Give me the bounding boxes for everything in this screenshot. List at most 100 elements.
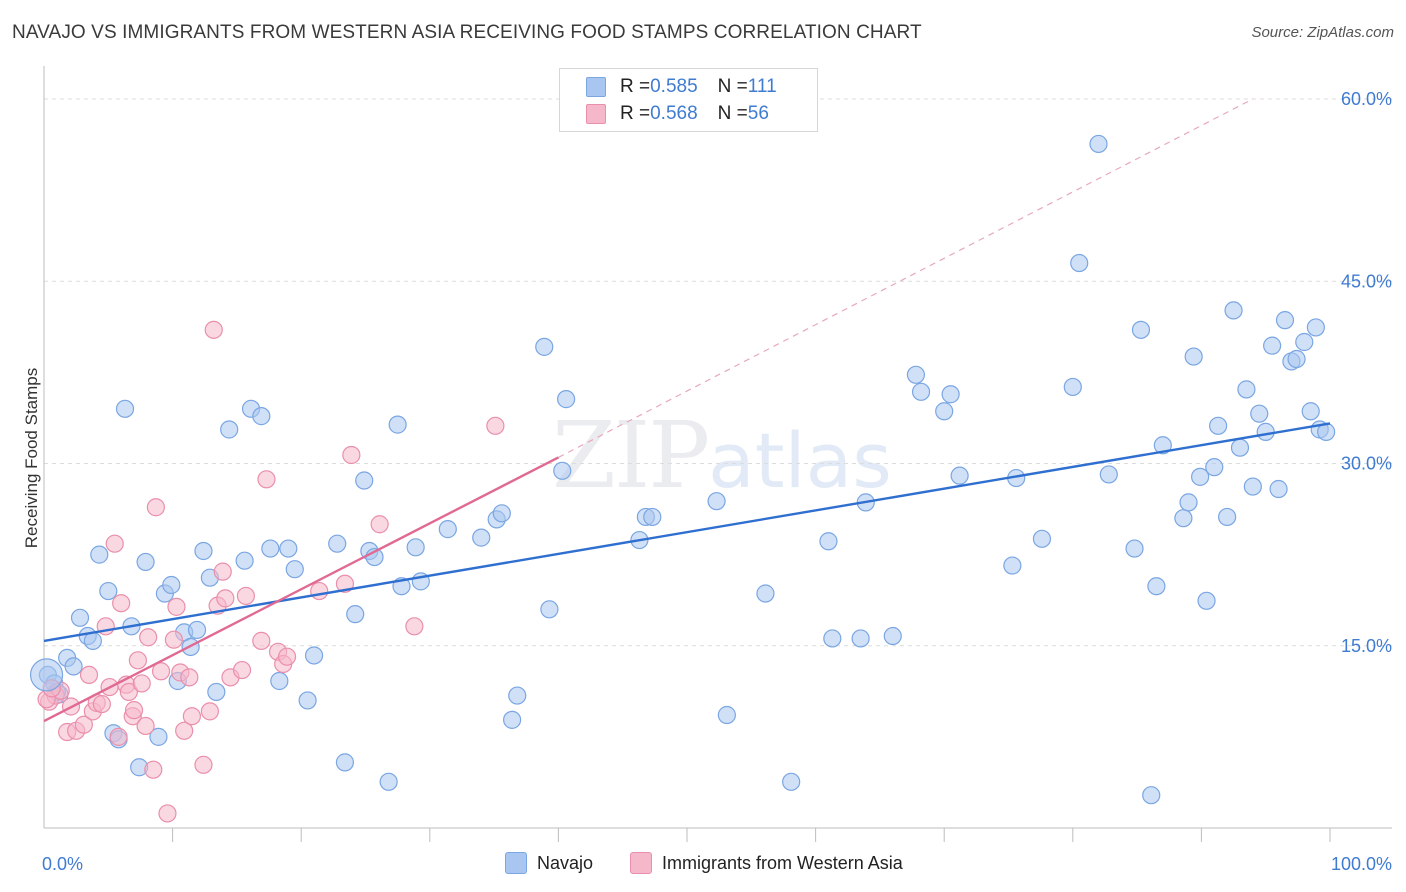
navajo-point [194, 541, 213, 561]
navajo-point [379, 772, 398, 791]
navajo-point [1269, 479, 1288, 499]
immigrants-point [236, 586, 256, 606]
navajo-point [1301, 402, 1320, 421]
immigrants-point [213, 562, 232, 581]
navajo-point [1263, 336, 1282, 355]
navajo-point [1205, 458, 1224, 477]
navajo-point [1184, 347, 1203, 366]
legend-item-navajo[interactable]: Navajo [505, 852, 593, 874]
navajo-point [1099, 465, 1118, 484]
watermark-atlas: atlas [708, 416, 892, 505]
immigrants-point [119, 682, 138, 702]
legend-row-immigrants: R = 0.568 N = 56 [586, 102, 769, 126]
immigrants-point [216, 589, 235, 608]
immigrants-point [180, 668, 199, 687]
immigrants-point [105, 534, 124, 553]
navajo-point [149, 727, 168, 746]
immigrants-point [486, 416, 505, 435]
immigrants-point [132, 674, 151, 693]
legend-item-immigrants[interactable]: Immigrants from Western Asia [630, 852, 903, 874]
navajo-point [1250, 404, 1269, 423]
immigrants-point [257, 470, 276, 489]
navajo-point [1287, 349, 1306, 369]
navajo-point [252, 407, 271, 426]
navajo-point [1174, 509, 1193, 528]
navajo-point [851, 629, 870, 648]
x-tick-label: 100.0% [1331, 854, 1392, 874]
immigrants-point [79, 665, 99, 685]
navajo-point [1131, 320, 1151, 339]
tick-labels: 15.0% 30.0% 45.0% 60.0% 0.0% 100.0% [42, 89, 1392, 874]
immigrants-point [124, 701, 144, 720]
navajo-point [540, 600, 559, 619]
navajo-point [1230, 438, 1250, 457]
navajo-point [717, 705, 736, 725]
navajo-point [1125, 539, 1144, 558]
navajo-point [162, 575, 181, 595]
navajo-point [1243, 477, 1262, 496]
navajo-point [1224, 301, 1243, 320]
navajo-point [557, 390, 576, 409]
navajo-point [941, 385, 960, 404]
legend-row-navajo: R = 0.585 N = 111 [586, 75, 777, 99]
navajo-point [1237, 380, 1256, 399]
navajo-point [136, 552, 155, 572]
navajo-point [355, 471, 374, 490]
navajo-point [1063, 377, 1082, 397]
navajo-swatch [586, 77, 606, 97]
navajo-point [90, 545, 109, 564]
immigrants-point [252, 631, 271, 650]
navajo-point [1218, 507, 1237, 527]
navajo-point [1256, 422, 1275, 442]
navajo-point [782, 772, 801, 791]
immigrants-point [310, 581, 329, 601]
navajo-point [220, 420, 239, 439]
immigrants-point [175, 721, 194, 740]
navajo-point [346, 605, 365, 624]
immigrants-point [335, 574, 355, 593]
navajo-point [906, 365, 926, 384]
immigrants-point [167, 597, 186, 616]
navajo-point [270, 671, 289, 691]
immigrants-point [136, 716, 155, 736]
navajo-point [553, 461, 572, 480]
immigrants-point [74, 715, 93, 734]
navajo-point [261, 539, 280, 558]
navajo-point [99, 581, 118, 601]
r-label: R = [620, 76, 651, 97]
immigrants-point [182, 707, 201, 726]
navajo-point [535, 337, 554, 356]
navajo-point [1089, 134, 1108, 154]
navajo-point [1070, 253, 1089, 273]
navajo-point [756, 584, 775, 603]
immigrants-point [200, 702, 219, 721]
y-tick-label: 15.0% [1341, 636, 1392, 656]
immigrants-point [151, 662, 171, 681]
immigrants-swatch [586, 104, 606, 124]
axes [43, 66, 1392, 842]
navajo-point [1275, 311, 1295, 330]
trend-extension-dashed [558, 98, 1254, 458]
immigrants-point [144, 760, 163, 779]
y-tick-label: 60.0% [1341, 89, 1392, 109]
r-value: 0.568 [650, 103, 698, 124]
data-points [29, 134, 1336, 823]
n-label: N = [717, 103, 748, 124]
immigrants-point [158, 804, 177, 823]
navajo-point [70, 608, 90, 627]
navajo-point [187, 620, 207, 640]
navajo-point [1191, 467, 1210, 486]
navajo-point [1306, 318, 1325, 337]
y-tick-label: 30.0% [1341, 454, 1392, 474]
immigrants-point [92, 694, 111, 714]
navajo-point [643, 507, 662, 527]
immigrants-point [405, 617, 424, 636]
x-tick-label: 0.0% [42, 854, 83, 874]
navajo-point [707, 492, 726, 511]
n-value: 56 [747, 103, 769, 124]
navajo-point [83, 631, 102, 650]
navajo-point [1295, 332, 1314, 352]
immigrants-trend-line [43, 456, 559, 723]
navajo-trend-line [43, 422, 1331, 643]
correlation-legend: R = 0.585 N = 111 R = 0.568 N = 56 [559, 68, 818, 132]
